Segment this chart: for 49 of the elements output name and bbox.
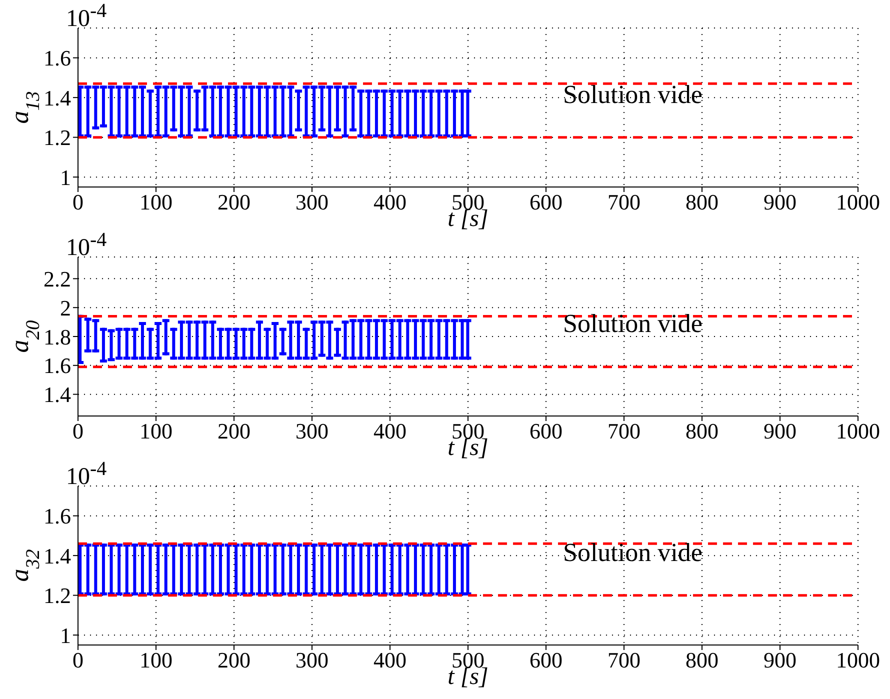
x-tick-label: 700 [608,418,640,444]
annotation: 10$^{-4}$ [66,458,107,491]
y-tick-label: 1.4 [44,382,71,408]
x-tick-label: 100 [140,190,172,215]
x-tick-label: 100 [140,648,172,673]
x-tick-label: 200 [218,418,250,444]
annotation: Solution vide [563,538,702,568]
x-tick-label: 700 [608,648,640,673]
x-tick-label: 600 [530,648,562,673]
y-tick-label: 1.2 [44,583,71,608]
x-tick-label: 200 [218,648,250,673]
y-tick-label: 1 [60,622,71,648]
x-tick-label: 300 [296,190,328,215]
annotation: Solution vide [563,309,702,339]
x-tick-label: 400 [374,190,406,215]
x-tick-label: 900 [764,418,796,444]
x-tick-label: 400 [374,648,406,673]
x-tick-label: 800 [686,418,718,444]
y-tick-label: 1 [60,164,71,190]
y-tick-label: 1.6 [44,46,71,71]
x-tick-label: 100 [140,418,172,444]
y-tick-label: 1.2 [44,125,71,150]
annotation: 10$^{-4}$ [66,0,107,33]
x-tick-label: 800 [686,648,718,673]
y-tick-label: 1.6 [44,504,71,529]
x-tick-label: 200 [218,190,250,215]
x-tick-label: 600 [530,190,562,215]
y-tick-label: 1.8 [44,324,71,350]
y-tick-label: 2.2 [44,266,71,292]
x-tick-label: 900 [764,190,796,215]
x-tick-label: 1000 [836,418,880,444]
x-tick-label: 800 [686,190,718,215]
x-tick-label: 300 [296,418,328,444]
y-tick-label: 1.4 [44,85,71,110]
y-tick-label: 1.6 [44,353,71,378]
x-tick-label: 0 [72,190,84,215]
x-tick-label: 600 [530,418,562,444]
annotation: Solution vide [563,80,702,110]
x-tick-label: 1000 [836,190,880,215]
y-tick-label: 1.4 [44,543,71,568]
x-tick-label: 0 [72,648,84,673]
annotation: 10$^{-4}$ [66,229,107,262]
y-tick-label: 2 [60,295,71,320]
x-tick-label: 1000 [836,648,880,673]
x-tick-label: 900 [764,648,796,673]
x-tick-label: 400 [374,418,406,444]
x-tick-label: 300 [296,648,328,673]
x-tick-label: 0 [72,418,84,444]
x-tick-label: 700 [608,190,640,215]
